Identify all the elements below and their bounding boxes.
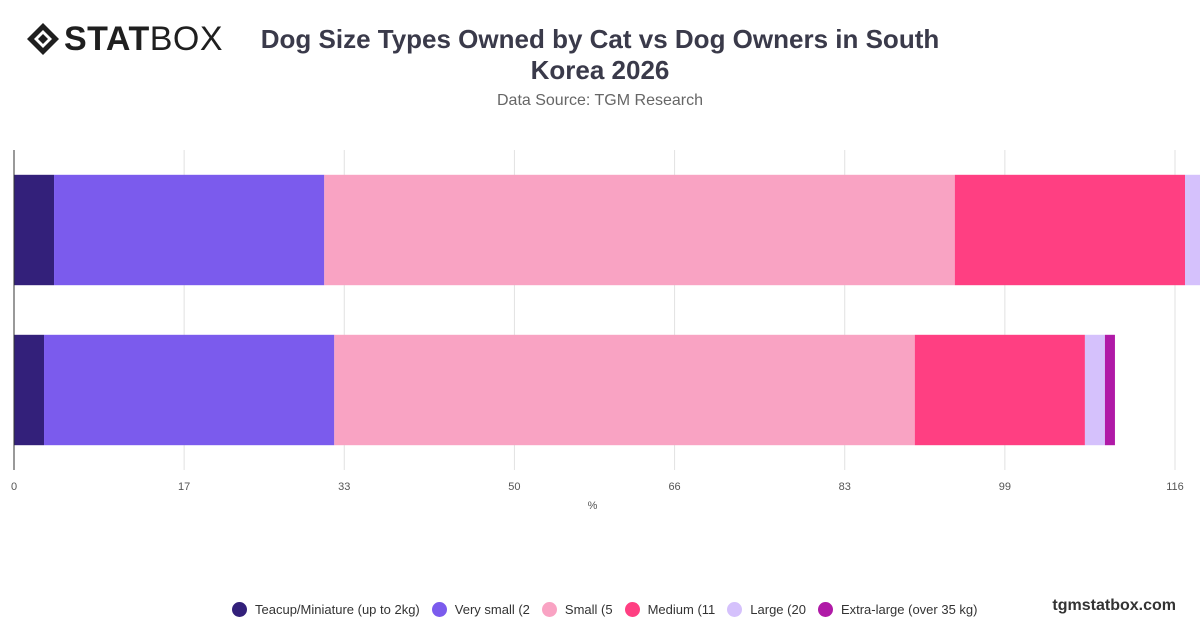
bar-segment[interactable] — [954, 174, 1186, 286]
logo-wordmark: STATBOX — [64, 20, 224, 58]
legend-label: Small (5 — [564, 602, 613, 617]
x-tick-label: 83 — [839, 481, 851, 493]
legend-item[interactable]: Medium (11 — [624, 602, 716, 617]
legend-label: Very small (2 — [454, 602, 530, 617]
legend-item[interactable]: Very small (2 — [431, 602, 530, 617]
legend-label: Medium (11 — [647, 602, 716, 617]
x-tick-label: 33 — [338, 481, 350, 493]
legend-swatch — [541, 602, 557, 617]
bar-segment[interactable] — [1084, 334, 1105, 446]
x-tick-label: 66 — [668, 481, 680, 493]
legend-swatch — [817, 602, 833, 617]
bar-segment[interactable] — [44, 334, 335, 446]
legend-label: Extra-large (over 35 kg) — [840, 602, 978, 617]
bar-segment[interactable] — [54, 174, 325, 286]
bar-segment[interactable] — [1185, 174, 1200, 286]
bar-segment[interactable] — [914, 334, 1085, 446]
legend-item[interactable]: Extra-large (over 35 kg) — [817, 602, 978, 617]
legend-item[interactable]: Teacup/Miniature (up to 2kg) — [232, 602, 420, 617]
legend-swatch — [232, 602, 247, 617]
x-axis-ticks: 0 17 33 50 66 83 99 116 — [11, 481, 1184, 493]
statbox-logo: STATBOX — [26, 22, 223, 56]
stacked-bar-chart: 0 17 33 50 66 83 99 116 % — [11, 150, 1200, 512]
bar-segment[interactable] — [1104, 334, 1115, 446]
bar-segment[interactable] — [14, 174, 55, 286]
x-tick-label: 99 — [999, 481, 1011, 493]
legend-item[interactable]: Small (5 — [541, 602, 613, 617]
legend-label: Large (20 — [750, 602, 806, 617]
chart-subtitle: Data Source: TGM Research — [496, 92, 703, 109]
footer-brand: tgmstatbox.com — [1052, 597, 1176, 614]
chart-title: Dog Size Types Owned by Cat vs Dog Owner… — [260, 24, 940, 85]
x-tick-label: 0 — [11, 481, 17, 493]
legend-label: Teacup/Miniature (up to 2kg) — [255, 602, 420, 617]
chart-legend: Teacup/Miniature (up to 2kg) Very small (… — [232, 602, 990, 617]
bars — [14, 174, 1200, 446]
legend-swatch — [431, 602, 447, 617]
legend-swatch — [624, 602, 640, 617]
legend-item[interactable]: Large (20 — [727, 602, 806, 617]
legend-swatch — [727, 602, 743, 617]
x-tick-label: 50 — [508, 481, 520, 493]
diamond-logo-icon — [27, 23, 59, 55]
bar-segment[interactable] — [324, 174, 955, 286]
bar-segment[interactable] — [14, 334, 45, 446]
x-tick-label: 17 — [178, 481, 190, 493]
bar-segment[interactable] — [334, 334, 915, 446]
x-tick-label: 116 — [1166, 481, 1184, 493]
x-axis-title: % — [588, 500, 598, 512]
